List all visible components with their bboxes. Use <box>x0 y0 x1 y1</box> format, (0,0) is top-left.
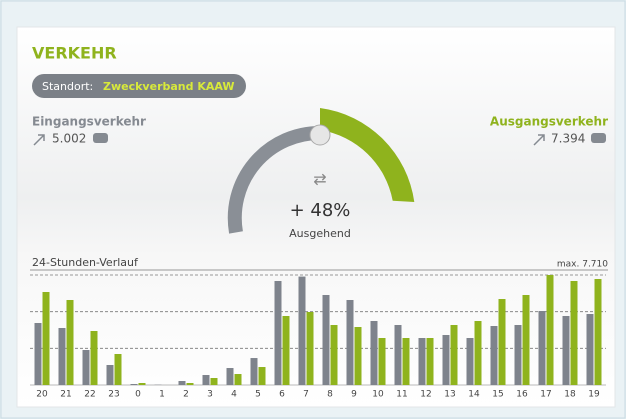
x-tick-label: 15 <box>492 390 503 400</box>
bar <box>83 350 90 385</box>
chart-title: 24-Stunden-Verlauf <box>32 256 139 269</box>
x-tick-label: 2 <box>183 390 189 400</box>
bar <box>35 323 42 385</box>
bar <box>179 381 186 385</box>
x-tick-label: 3 <box>207 390 213 400</box>
x-tick-label: 0 <box>135 390 141 400</box>
gauge-label: Ausgehend <box>289 227 351 240</box>
bar <box>227 368 234 385</box>
incoming-label: Eingangsverkehr <box>32 115 146 129</box>
bar <box>67 300 74 385</box>
bar <box>499 299 506 385</box>
bar <box>539 311 546 385</box>
bar <box>259 367 266 385</box>
bar <box>467 338 474 385</box>
x-tick-label: 23 <box>108 390 119 400</box>
bar <box>395 325 402 385</box>
bar <box>523 295 530 385</box>
gauge-knob[interactable] <box>310 125 330 145</box>
bar <box>139 383 146 385</box>
x-tick-label: 17 <box>540 390 551 400</box>
x-tick-label: 5 <box>255 390 261 400</box>
x-tick-label: 14 <box>468 390 480 400</box>
bar <box>283 316 290 385</box>
bar <box>43 292 50 385</box>
location-value: Zweckverband KAAW <box>103 80 235 93</box>
outgoing-value: 7.394 <box>551 132 585 146</box>
max-label: max. 7.710 <box>557 260 608 270</box>
x-tick-label: 19 <box>588 390 600 400</box>
bar <box>115 354 122 385</box>
title: VERKEHR <box>32 44 117 63</box>
bar <box>59 328 66 385</box>
bar <box>547 275 554 385</box>
bar <box>251 358 258 385</box>
bar <box>323 295 330 385</box>
bar <box>299 277 306 385</box>
bar <box>491 326 498 385</box>
gauge-value: + 48% <box>290 200 351 221</box>
x-tick-label: 13 <box>444 390 455 400</box>
x-tick-label: 7 <box>303 390 309 400</box>
bar <box>379 338 386 385</box>
bar <box>475 321 482 385</box>
x-tick-label: 18 <box>564 390 576 400</box>
bar <box>451 325 458 385</box>
widget: VERKEHR Standort: Zweckverband KAAW Eing… <box>0 0 626 419</box>
bar <box>187 383 194 385</box>
bar <box>331 325 338 385</box>
x-tick-label: 20 <box>36 390 48 400</box>
car-icon <box>591 133 606 143</box>
bar <box>211 378 218 385</box>
bar <box>347 300 354 385</box>
x-tick-label: 10 <box>372 390 384 400</box>
x-tick-label: 6 <box>279 390 285 400</box>
x-tick-label: 21 <box>60 390 71 400</box>
incoming-value: 5.002 <box>52 132 86 146</box>
page: VERKEHR Standort: Zweckverband KAAW Eing… <box>0 0 626 419</box>
bar <box>595 279 602 385</box>
bar <box>563 316 570 385</box>
x-tick-label: 11 <box>396 390 407 400</box>
bar <box>131 384 138 385</box>
x-tick-label: 8 <box>327 390 333 400</box>
bar <box>355 327 362 385</box>
x-tick-label: 4 <box>231 390 237 400</box>
outgoing-label: Ausgangsverkehr <box>490 115 608 129</box>
bar <box>307 312 314 385</box>
bar <box>203 375 210 385</box>
x-tick-label: 12 <box>420 390 431 400</box>
bar <box>275 281 282 385</box>
bar <box>91 331 98 385</box>
bar <box>515 325 522 385</box>
bar <box>443 335 450 385</box>
x-tick-label: 1 <box>159 390 165 400</box>
location-label: Standort: <box>42 80 93 93</box>
swap-icon: ⇄ <box>313 170 326 189</box>
bar <box>587 314 594 385</box>
bar <box>235 374 242 385</box>
bar <box>427 338 434 385</box>
bar <box>107 365 114 385</box>
bar <box>571 281 578 385</box>
x-tick-label: 22 <box>84 390 95 400</box>
car-icon <box>93 133 108 143</box>
x-tick-label: 16 <box>516 390 528 400</box>
bar <box>403 338 410 385</box>
bar <box>419 338 426 385</box>
bar <box>371 321 378 385</box>
x-tick-label: 9 <box>351 390 357 400</box>
